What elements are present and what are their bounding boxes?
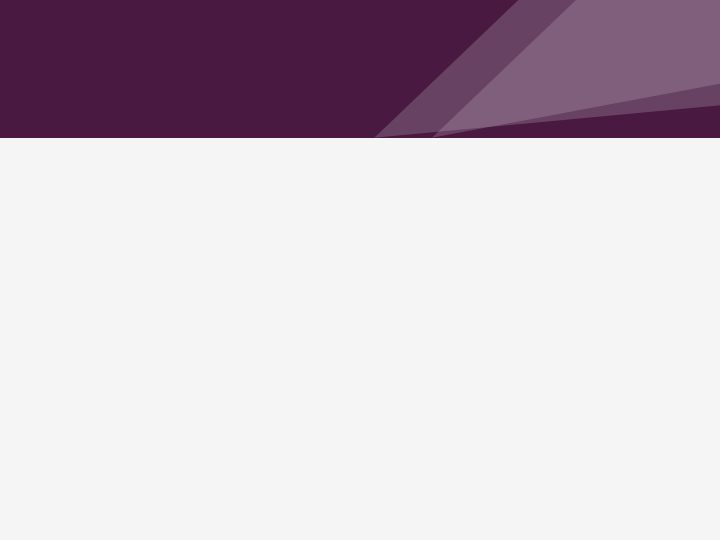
Text: $P_i)$: $P_i)$ — [542, 302, 566, 324]
Text: $P\backslash P_i$: the set of non-inserted points $(p_{i+1}, p_{i+2}, p_{i+3}, \: $P\backslash P_i$: the set of non-insert… — [98, 240, 630, 263]
Text: th: th — [166, 307, 180, 320]
Text: step backward (deleting a random point in: step backward (deleting a random point i… — [184, 302, 613, 321]
Text: step of the algorithm: step of the algorithm — [250, 172, 462, 191]
Text: ●: ● — [38, 172, 55, 191]
Text: whole point set $P$, i >3, or the set of points in DT$(P_i)$: whole point set $P$, i >3, or the set of… — [118, 218, 625, 241]
Text: th: th — [232, 177, 246, 190]
Text: Consider the  i: Consider the i — [58, 172, 200, 191]
Text: $P_i$: the set of the first i points $(p_1, p_2, p_3, \cdots, p_i)$ in the: $P_i$: the set of the first i points $(p… — [98, 196, 606, 219]
Text: some triangles in DT$(P_i)$ are destroyed: some triangles in DT$(P_i)$ are destroye… — [98, 326, 474, 349]
Text: ○: ○ — [78, 348, 95, 367]
Text: ○: ○ — [78, 196, 95, 215]
Text: ○: ○ — [78, 240, 95, 259]
Text: some points in $P\backslash P_i$ are required to be rebucketed: some points in $P\backslash P_i$ are req… — [98, 348, 582, 371]
Text: ●: ● — [38, 302, 55, 321]
Text: ○: ○ — [78, 326, 95, 345]
Text: Run the  i: Run the i — [58, 302, 151, 321]
Text: Rebucket points: Rebucket points — [38, 59, 418, 101]
Text: $p_n)$: $p_n)$ — [118, 262, 148, 285]
